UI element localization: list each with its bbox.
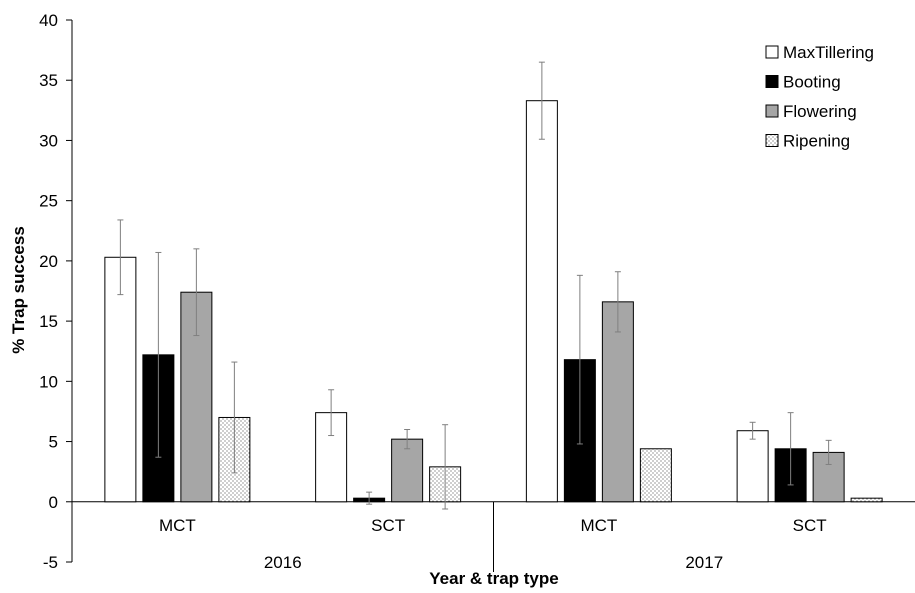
legend-label: Booting (783, 73, 841, 92)
error-bar (404, 429, 411, 450)
error-bar (155, 251, 162, 458)
x-category-label: SCT (793, 516, 827, 535)
y-tick-label: -5 (43, 553, 58, 572)
error-bar (328, 389, 335, 437)
legend-label: Ripening (783, 132, 850, 151)
legend-swatch-flowering (765, 104, 779, 118)
error-bar (576, 274, 583, 445)
legend: MaxTillering Booting Flowering Ripening (765, 43, 874, 151)
error-bar (787, 412, 794, 486)
y-tick-label: 5 (49, 433, 58, 452)
error-bar (614, 271, 621, 333)
error-bar (442, 424, 449, 510)
y-axis-title: % Trap success (9, 226, 28, 354)
legend-swatch-booting (765, 75, 779, 88)
x-category-label: SCT (371, 516, 405, 535)
x-group-label: 2017 (685, 553, 723, 572)
bar-flowering (601, 301, 634, 503)
y-tick-label: 25 (39, 192, 58, 211)
error-bar (749, 421, 756, 440)
y-tick-label: 35 (39, 71, 58, 90)
y-tick-label: 30 (39, 131, 58, 150)
x-axis-title: Year & trap type (429, 569, 558, 588)
x-category-label: MCT (159, 516, 196, 535)
error-bar (117, 219, 124, 296)
legend-label: Flowering (783, 102, 857, 121)
y-tick-label: 15 (39, 312, 58, 331)
x-group-label: 2016 (264, 553, 302, 572)
bar-ripening (850, 497, 883, 503)
legend-swatch-ripening (765, 134, 779, 147)
x-category-label: MCT (580, 516, 617, 535)
legend-label: MaxTillering (783, 43, 874, 62)
y-tick-label: 20 (39, 252, 58, 271)
y-tick-label: 10 (39, 372, 58, 391)
y-tick-label: 0 (49, 493, 58, 512)
error-bar (538, 61, 545, 140)
bar-maxtillering (736, 430, 769, 503)
bar-flowering (391, 438, 424, 503)
error-bar (825, 439, 832, 465)
bar-maxtillering (104, 256, 137, 503)
bar-maxtillering (525, 100, 558, 503)
legend-swatch-maxtillering (765, 45, 779, 59)
error-bar (193, 248, 200, 337)
bar-ripening (639, 448, 672, 503)
y-tick-label: 40 (39, 11, 58, 30)
error-bar (366, 491, 373, 505)
error-bar (231, 361, 238, 474)
